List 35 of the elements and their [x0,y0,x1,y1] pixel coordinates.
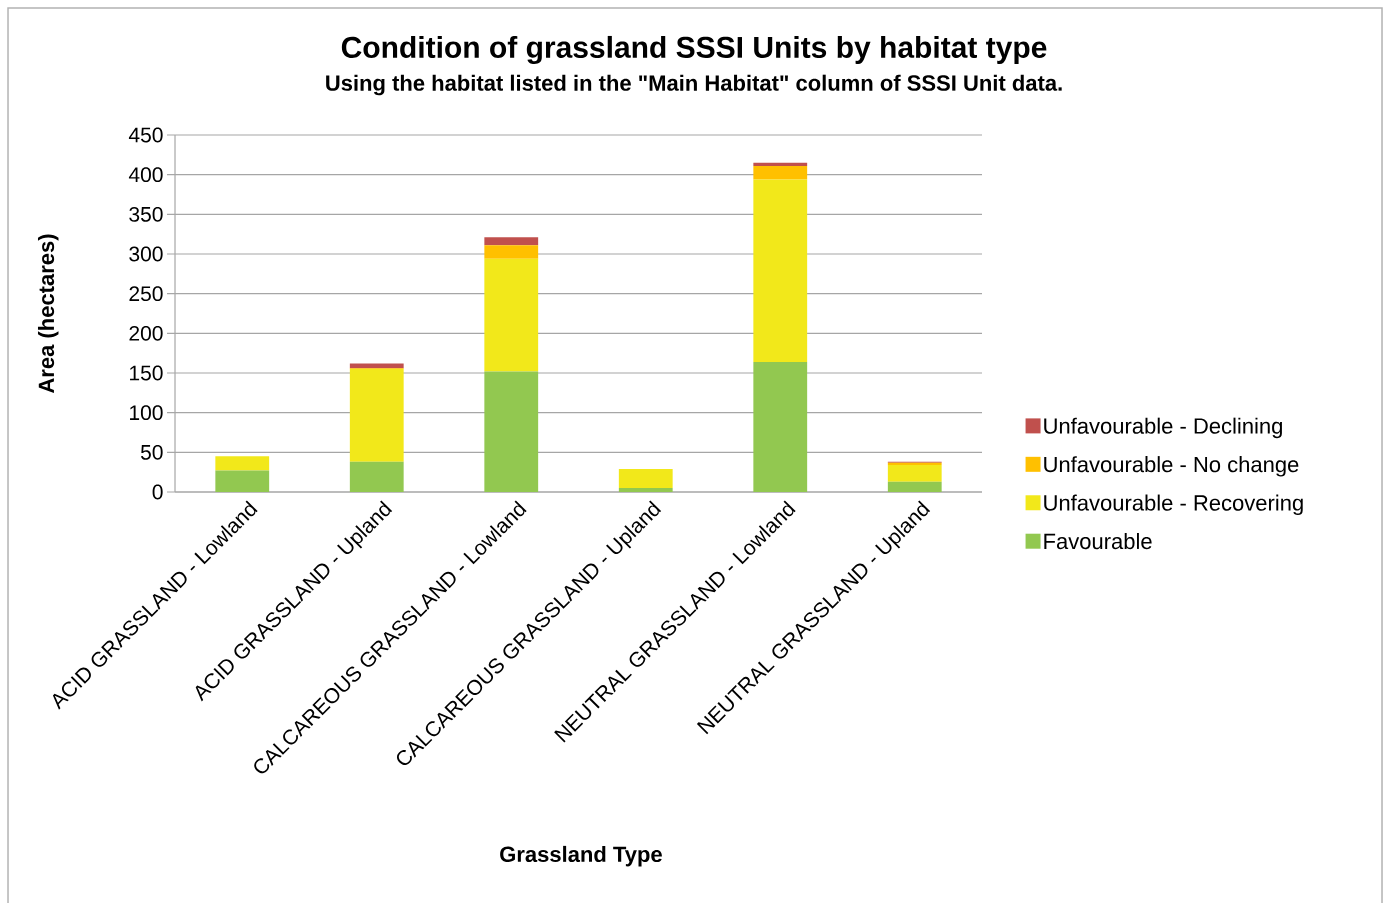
bar [887,465,942,482]
bar [753,162,808,166]
bar [618,488,673,492]
bar [753,361,808,492]
bar [349,461,404,492]
bar [618,469,673,489]
bar [484,371,539,492]
bar [215,470,270,492]
bar [887,481,942,492]
bar [484,258,539,372]
bar [753,179,808,362]
bar [215,456,270,471]
x-axis-title: Grassland Type [500,845,662,867]
bar [349,363,404,369]
chart-title: Condition of grassland SSSI Units by habitat type [341,35,1047,65]
legend-label: Unfavourable - Declining [1044,417,1282,439]
y-tick-label: 450 [128,127,163,143]
y-tick-label: 0 [152,484,163,500]
bar [484,237,539,246]
y-tick-label: 50 [140,444,163,460]
bar [349,369,404,462]
legend-label: Unfavourable - Recovering [1044,494,1303,516]
y-tick-label: 400 [128,167,163,183]
y-axis-title: Area (hectares) [37,234,59,394]
y-tick-label: 300 [129,246,163,262]
bar [484,245,539,259]
y-tick-label: 250 [129,286,163,302]
legend-label: Unfavourable - No change [1044,456,1299,477]
y-tick-label: 200 [129,325,163,341]
bar [753,165,808,180]
legend-label: Favourable [1044,532,1152,550]
chart-subtitle: Using the habitat listed in the "Main Habitat" column of SSSI Unit data. [326,74,1062,96]
y-tick-label: 350 [129,206,163,222]
y-tick-label: 150 [130,365,163,381]
y-tick-label: 100 [130,405,163,421]
